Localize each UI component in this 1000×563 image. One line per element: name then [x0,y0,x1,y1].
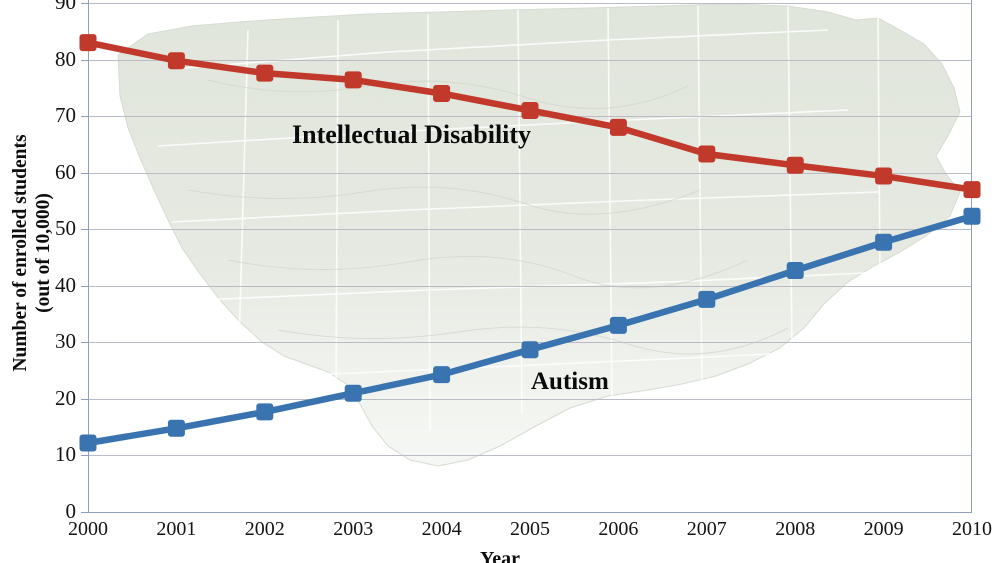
gridline-80 [88,59,972,61]
y-tick-label: 40 [55,272,76,297]
x-tick-label: 2009 [863,518,904,540]
x-tick-label: 2003 [333,518,374,540]
y-axis-tick-labels: 90 80 70 60 50 40 30 20 10 0 [24,0,76,563]
y-axis-title: Number of enrolled students (out of 10,0… [9,103,55,403]
y-tick-label: 50 [55,216,76,241]
plot-area [88,3,972,512]
y-tick-mark-80 [81,59,88,61]
x-tick-label: 2001 [156,518,197,540]
y-tick-label: 0 [65,499,77,523]
y-tick-label: 80 [55,46,76,71]
x-tick-label: 2004 [421,518,462,540]
gridline-90 [88,3,972,4]
gridline-10 [88,455,972,457]
y-tick-mark-90 [81,3,88,4]
x-tick-label: 2008 [775,518,816,540]
series-label-intellectual-disability: Intellectual Disability [292,120,532,149]
y-tick-label: 20 [55,385,76,410]
y-axis-line [88,0,89,512]
gridline-30 [88,342,972,344]
plot-right-border [971,0,972,512]
y-tick-mark-0 [81,512,88,513]
y-tick-label: 60 [55,159,76,184]
series-label-autism: Autism [531,368,609,395]
y-tick-mark-70 [81,116,88,118]
x-tick-label: 2006 [598,518,639,540]
gridline-60 [88,172,972,174]
y-tick-mark-50 [81,229,88,231]
y-tick-mark-60 [81,172,88,174]
y-tick-label: 70 [55,103,76,128]
x-axis-title: Year [480,548,520,563]
gridline-50 [88,229,972,231]
y-tick-mark-20 [81,398,88,400]
y-tick-label: 90 [55,0,76,14]
x-tick-label: 2005 [510,518,550,540]
y-tick-mark-40 [81,285,88,287]
gridline-40 [88,285,972,287]
x-tick-label: 2000 [68,518,108,540]
x-tick-label: 2010 [952,518,992,540]
y-tick-mark-10 [81,455,88,457]
gridline-20 [88,398,972,400]
y-tick-label: 10 [55,442,76,467]
x-tick-label: 2002 [244,518,285,540]
y-axis-title-line2: (out of 10,000) [33,193,54,313]
y-tick-label: 30 [55,329,76,354]
x-axis-line [88,512,972,513]
gridline-70 [88,116,972,118]
x-tick-label: 2007 [686,518,727,540]
y-tick-mark-30 [81,342,88,344]
y-axis-title-line1: Number of enrolled students [10,134,31,372]
